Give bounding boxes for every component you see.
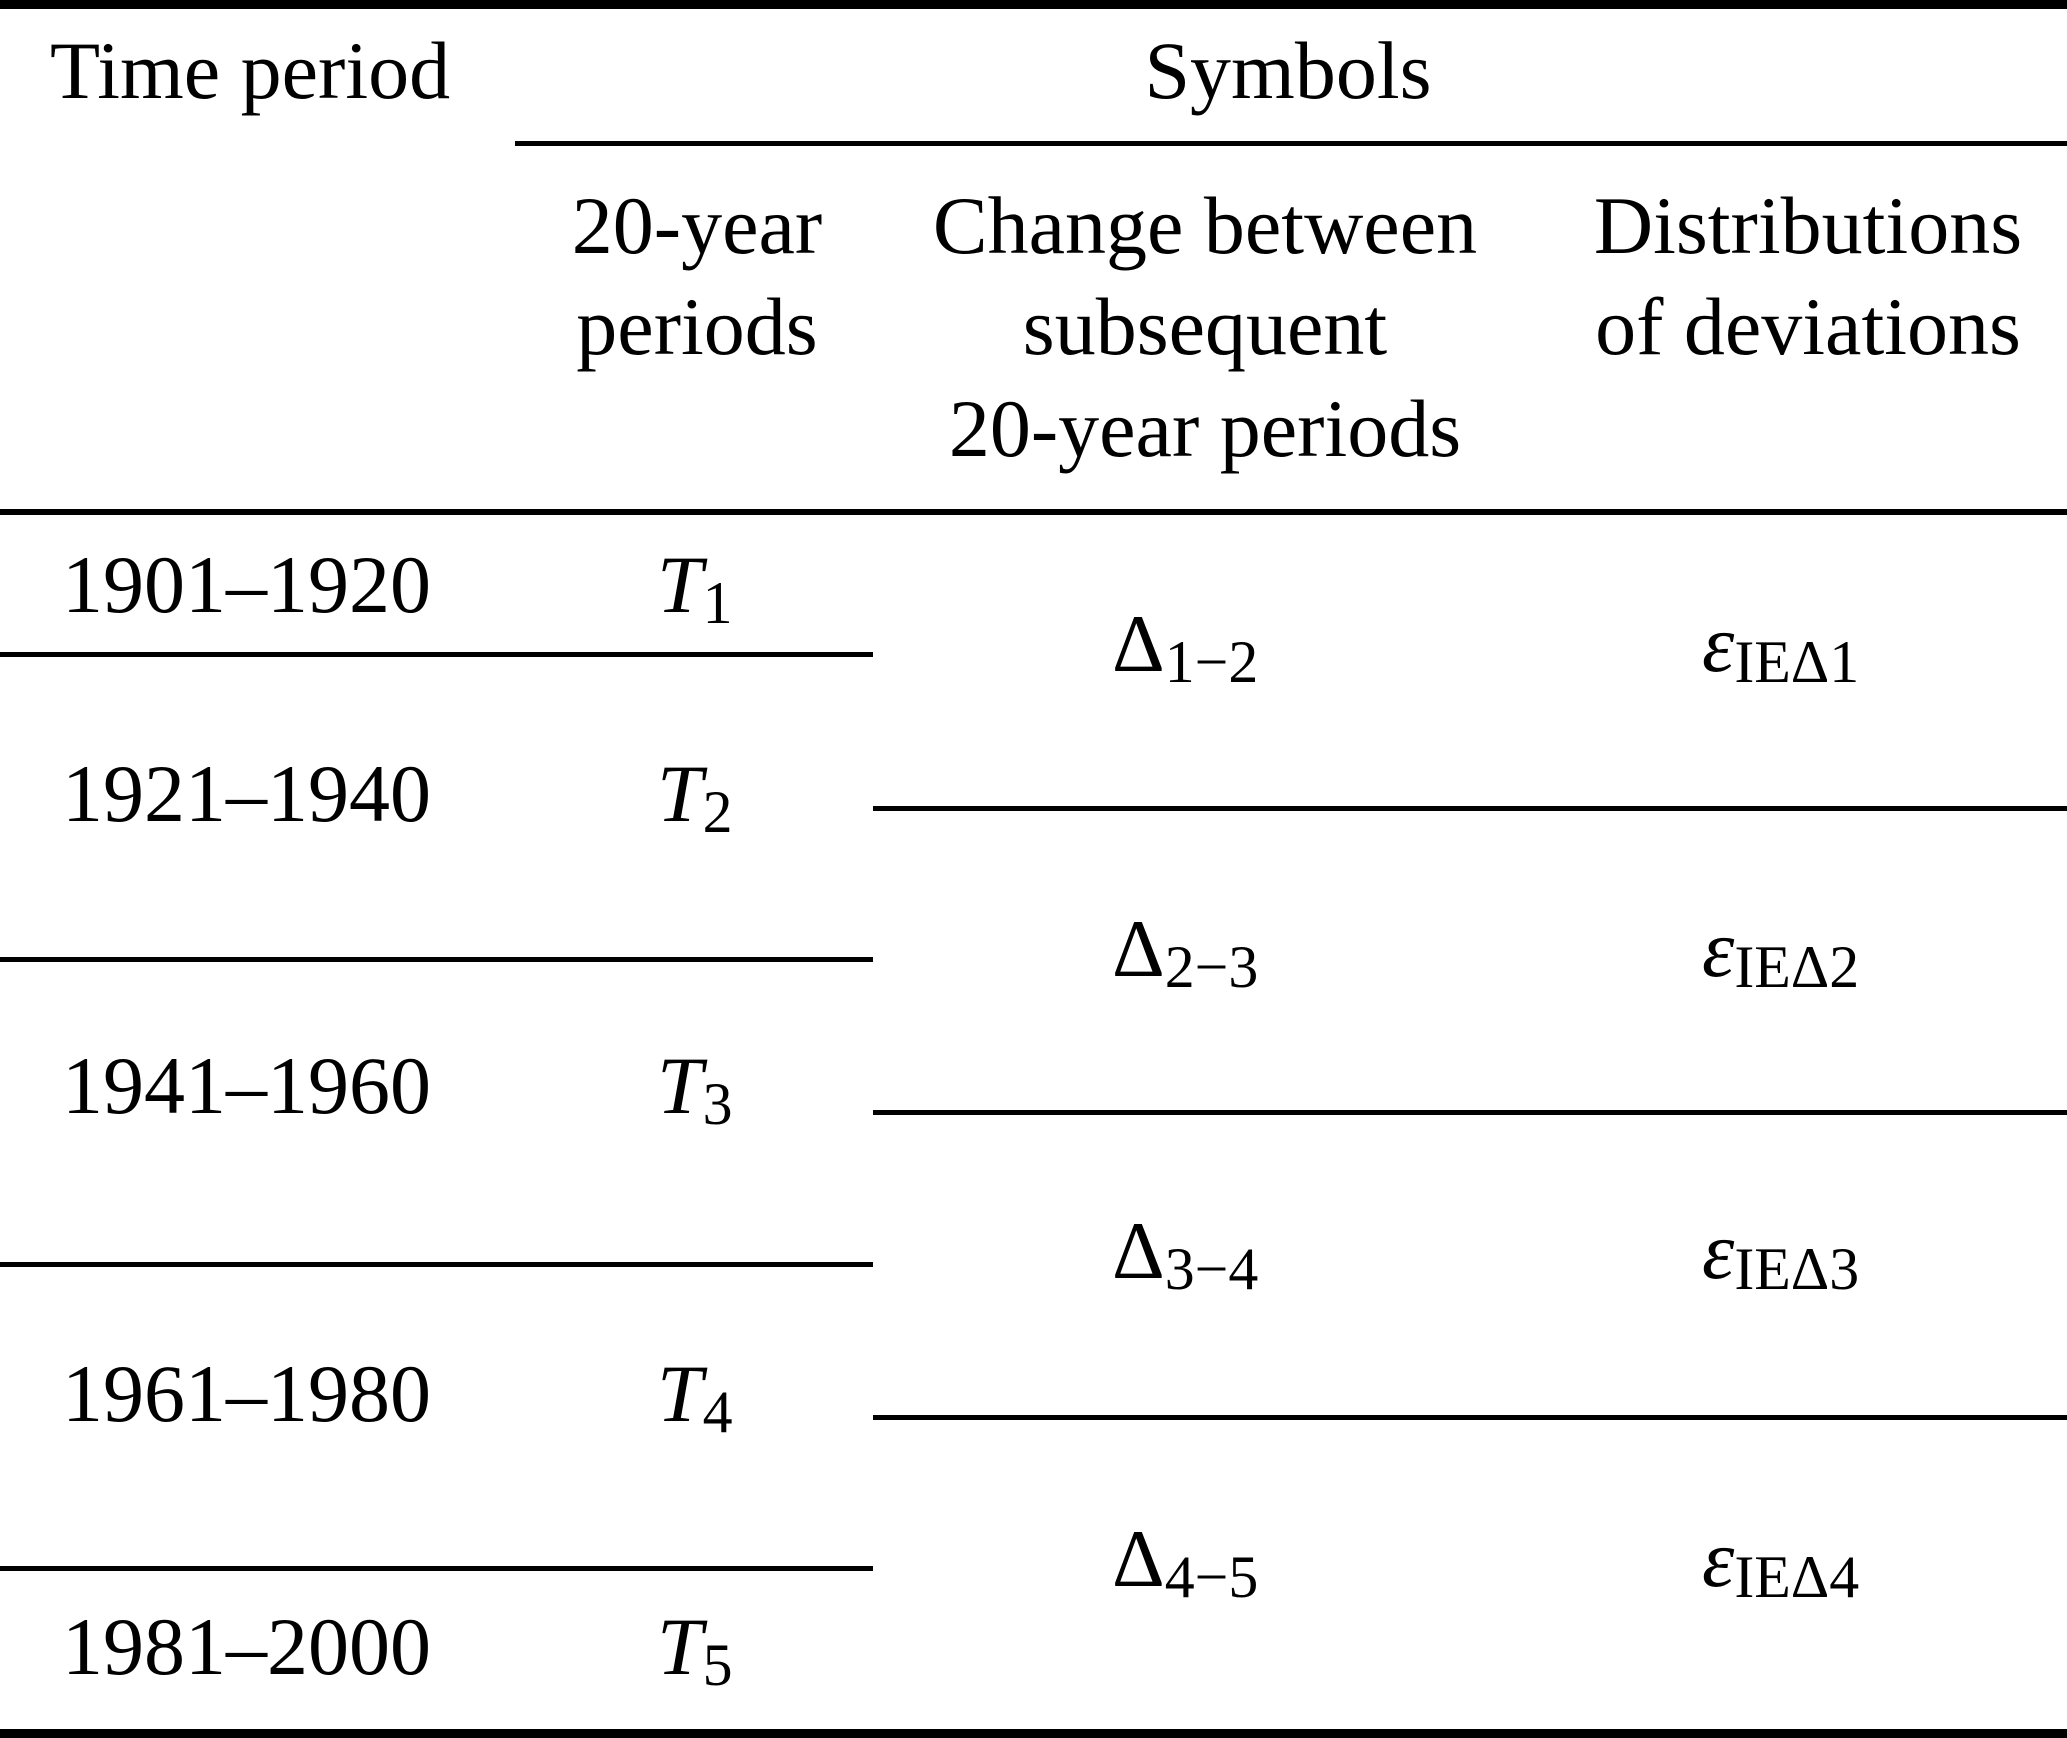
column-header-distributions-line2: of deviations	[1595, 281, 2021, 372]
bottom-border-rule	[0, 1729, 2067, 1738]
change-symbol-2: Δ2−3	[1112, 908, 1258, 998]
column-header-distributions-line1: Distributions	[1593, 180, 2023, 271]
deviation-symbol-2: εIEΔ2	[1702, 908, 1859, 998]
delta-symbol: Δ	[1112, 1513, 1165, 1604]
left-row-rule-2	[0, 957, 873, 962]
time-period-cell-4: 1961–1980	[62, 1348, 431, 1439]
delta-subscript: 1−2	[1164, 628, 1259, 695]
column-group-header-symbols: Symbols	[1144, 25, 1432, 116]
time-period-cell-3: 1941–1960	[62, 1040, 431, 1131]
delta-symbol: Δ	[1112, 903, 1165, 994]
middle-row-rule-3	[873, 1415, 2067, 1420]
change-symbol-3: Δ3−4	[1112, 1210, 1258, 1300]
period-symbol-base: T	[657, 1040, 703, 1131]
period-symbol-subscript: 4	[702, 1378, 733, 1445]
left-row-rule-4	[0, 1566, 873, 1571]
period-symbol-4: T4	[657, 1353, 733, 1443]
epsilon-subscript: IEΔ3	[1734, 1235, 1860, 1302]
epsilon-symbol: ε	[1702, 1205, 1735, 1296]
delta-subscript: 3−4	[1164, 1235, 1259, 1302]
time-period-cell-1: 1901–1920	[62, 539, 431, 630]
delta-symbol: Δ	[1112, 1205, 1165, 1296]
epsilon-symbol: ε	[1702, 598, 1735, 689]
column-header-20yr-line1: 20-year	[571, 180, 823, 271]
left-row-rule-1	[0, 652, 873, 657]
symbols-group-underline-rule	[515, 141, 2067, 146]
column-header-change-line3: 20-year periods	[948, 383, 1462, 474]
deviation-symbol-1: εIEΔ1	[1702, 603, 1859, 693]
column-header-change-line1: Change between	[932, 180, 1478, 271]
delta-symbol: Δ	[1112, 598, 1165, 689]
period-symbol-subscript: 1	[702, 569, 733, 636]
time-period-cell-5: 1981–2000	[62, 1601, 431, 1692]
period-symbol-subscript: 2	[702, 778, 733, 845]
top-border-rule	[0, 0, 2067, 9]
epsilon-symbol: ε	[1702, 903, 1735, 994]
deviation-symbol-3: εIEΔ3	[1702, 1210, 1859, 1300]
period-symbol-base: T	[657, 748, 703, 839]
deviation-symbol-4: εIEΔ4	[1702, 1518, 1859, 1608]
column-header-change-line2: subsequent	[1022, 281, 1388, 372]
period-symbol-5: T5	[657, 1606, 733, 1696]
delta-subscript: 2−3	[1164, 933, 1259, 1000]
epsilon-subscript: IEΔ1	[1734, 628, 1860, 695]
period-symbol-3: T3	[657, 1045, 733, 1135]
change-symbol-1: Δ1−2	[1112, 603, 1258, 693]
period-symbol-2: T2	[657, 753, 733, 843]
header-separator-rule	[0, 509, 2067, 515]
change-symbol-4: Δ4−5	[1112, 1518, 1258, 1608]
delta-subscript: 4−5	[1164, 1543, 1259, 1610]
epsilon-subscript: IEΔ2	[1734, 933, 1860, 1000]
left-row-rule-3	[0, 1262, 873, 1267]
period-symbol-base: T	[657, 539, 703, 630]
period-symbol-subscript: 5	[702, 1631, 733, 1698]
period-symbol-base: T	[657, 1348, 703, 1439]
epsilon-symbol: ε	[1702, 1513, 1735, 1604]
period-symbol-base: T	[657, 1601, 703, 1692]
time-period-cell-2: 1921–1940	[62, 748, 431, 839]
period-symbol-subscript: 3	[702, 1070, 733, 1137]
column-header-time-period: Time period	[50, 25, 451, 116]
column-header-20yr-line2: periods	[576, 281, 818, 372]
epsilon-subscript: IEΔ4	[1734, 1543, 1860, 1610]
middle-row-rule-2	[873, 1110, 2067, 1115]
period-symbol-1: T1	[657, 544, 733, 634]
middle-row-rule-1	[873, 806, 2067, 811]
